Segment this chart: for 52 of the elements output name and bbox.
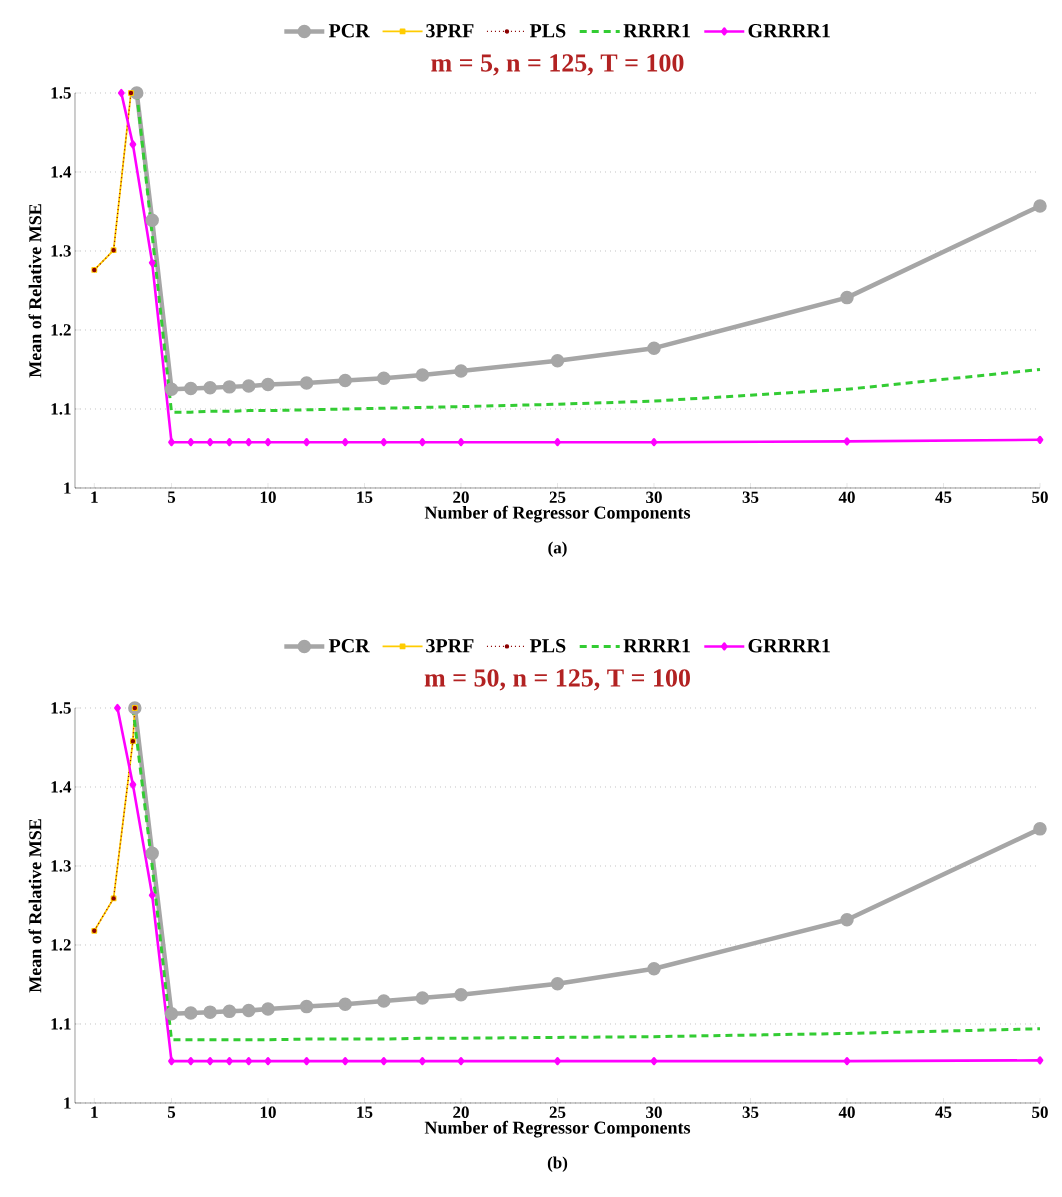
y-axis-title: Mean of Relative MSE (28, 204, 42, 378)
x-tick-label: 15 (357, 1106, 373, 1118)
x-tick-label: 15 (357, 491, 373, 503)
x-tick-label: 20 (453, 491, 469, 504)
legend-label: PLS (529, 24, 566, 38)
y-tick-label: 1.1 (51, 403, 71, 415)
y-tick-label: 1.2 (51, 939, 71, 951)
y-axis-title: Mean of Relative MSE (28, 819, 42, 993)
y-tick-label: 1.5 (51, 87, 71, 99)
x-tick-label: 50 (1032, 491, 1048, 504)
chart-title: m = 50, n = 125, T = 100 (424, 669, 690, 691)
x-tick-label: 1 (91, 491, 98, 503)
y-tick-label: 1.3 (51, 245, 71, 257)
legend-label: RRRR1 (623, 639, 690, 653)
legend-label: PCR (328, 639, 370, 653)
x-tick-label: 25 (549, 1106, 566, 1118)
text: (a) (548, 541, 567, 557)
x-axis-title: Number of Regressor Components (424, 505, 691, 523)
x-tick-label: 1 (91, 1106, 98, 1118)
legend-label: GRRRR1 (748, 24, 830, 38)
x-tick-label: 20 (453, 1106, 469, 1119)
y-tick-label: 1.1 (51, 1018, 71, 1030)
text: (b) (547, 1156, 568, 1172)
legend-label: PLS (529, 639, 566, 653)
y-tick-label: 1.4 (51, 166, 72, 178)
y-tick-label: 1.2 (51, 324, 71, 336)
x-tick-label: 10 (260, 1106, 276, 1119)
chart-title: m = 5, n = 125, T = 100 (431, 54, 684, 76)
y-tick-label: 1.3 (51, 860, 71, 872)
legend-label: RRRR1 (623, 24, 690, 38)
x-tick-label: 45 (935, 1106, 952, 1118)
x-tick-label: 5 (167, 491, 176, 503)
x-axis-title: Number of Regressor Components (424, 1120, 691, 1138)
y-tick-label: 1 (64, 482, 71, 494)
legend-label: 3PRF (426, 639, 474, 653)
y-tick-label: 1.4 (51, 781, 72, 793)
x-tick-label: 50 (1032, 1106, 1048, 1119)
x-tick-label: 40 (838, 1106, 855, 1119)
x-tick-label: 35 (742, 491, 759, 503)
x-tick-label: 30 (646, 491, 662, 504)
legend-label: 3PRF (426, 24, 474, 38)
x-tick-label: 35 (742, 1106, 759, 1118)
x-tick-label: 45 (935, 491, 952, 503)
x-tick-label: 5 (167, 1106, 176, 1118)
y-tick-label: 1.5 (51, 702, 71, 714)
x-tick-label: 30 (646, 1106, 662, 1119)
legend-label: GRRRR1 (748, 639, 830, 653)
x-tick-label: 40 (838, 491, 855, 504)
x-tick-label: 25 (549, 491, 566, 503)
x-tick-label: 10 (260, 491, 276, 504)
y-tick-label: 1 (64, 1097, 71, 1109)
legend-label: PCR (328, 24, 370, 38)
